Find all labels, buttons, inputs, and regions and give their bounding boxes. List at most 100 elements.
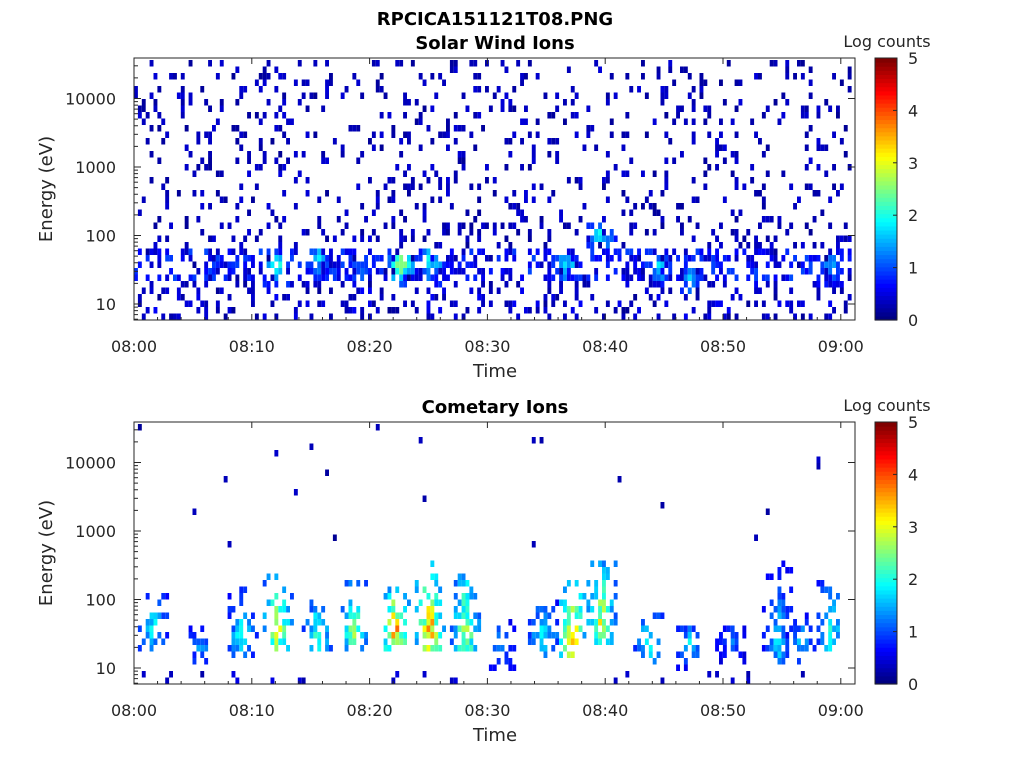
spectrogram-cell	[687, 73, 692, 80]
colorbar-label: Log counts	[843, 396, 930, 415]
spectrogram-cell	[785, 651, 790, 658]
colorbar-step	[875, 589, 897, 595]
colorbar-step	[875, 450, 897, 456]
spectrogram-cell	[157, 86, 162, 93]
spectrogram-cell	[418, 73, 423, 80]
spectrogram-cell	[555, 151, 560, 158]
spectrogram-cell	[527, 261, 532, 268]
spectrogram-cell	[758, 138, 762, 145]
spectrogram-cell	[730, 632, 735, 639]
spectrogram-cell	[473, 144, 478, 151]
spectrogram-cell	[605, 196, 610, 203]
spectrogram-cell	[832, 625, 836, 632]
spectrogram-cell	[469, 645, 474, 652]
spectrogram-cell	[664, 248, 669, 255]
spectrogram-cell	[730, 118, 735, 125]
spectrogram-cell	[773, 651, 778, 658]
spectrogram-cell	[399, 229, 404, 236]
spectrogram-cell	[262, 79, 267, 86]
spectrogram-cell	[332, 138, 337, 145]
spectrogram-cell	[691, 118, 696, 125]
spectrogram-cell	[644, 248, 649, 255]
spectrogram-cell	[254, 164, 259, 171]
spectrogram-cell	[141, 105, 146, 112]
spectrogram-cell	[555, 638, 560, 645]
spectrogram-cell	[426, 268, 431, 275]
spectrogram-cell	[781, 92, 786, 99]
spectrogram-cell	[734, 248, 739, 255]
spectrogram-cell	[832, 287, 836, 294]
spectrogram-cell	[543, 612, 548, 619]
spectrogram-cell	[418, 144, 423, 151]
spectrogram-cell	[773, 625, 778, 632]
spectrogram-cell	[208, 105, 212, 112]
colorbar-step	[875, 581, 897, 587]
spectrogram-cell	[176, 274, 181, 281]
spectrogram-cell	[668, 138, 673, 145]
spectrogram-cell	[715, 638, 719, 645]
spectrogram-cell	[348, 638, 353, 645]
spectrogram-cell	[465, 638, 470, 645]
spectrogram-cell	[816, 281, 821, 288]
spectrogram-cell	[602, 248, 606, 255]
spectrogram-cell	[602, 586, 606, 593]
colorbar	[875, 422, 897, 685]
spectrogram-cell	[305, 300, 310, 307]
spectrogram-cell	[453, 177, 458, 184]
spectrogram-cell	[477, 196, 482, 203]
spectrogram-cell	[644, 287, 649, 294]
spectrogram-cell	[512, 248, 517, 255]
spectrogram-cell	[223, 196, 228, 203]
spectrogram-cell	[777, 645, 782, 652]
spectrogram-cell	[800, 671, 805, 678]
spectrogram-cell	[379, 144, 384, 151]
spectrogram-cell	[430, 619, 435, 626]
spectrogram-cell	[797, 638, 801, 645]
spectrogram-cell	[711, 300, 716, 307]
spectrogram-cell	[621, 144, 626, 151]
spectrogram-cell	[824, 274, 829, 281]
colorbar-step	[875, 180, 897, 186]
spectrogram-cell	[715, 645, 719, 652]
spectrogram-cell	[570, 632, 575, 639]
spectrogram-cell	[403, 281, 407, 288]
spectrogram-cell	[278, 261, 283, 268]
spectrogram-cell	[356, 157, 361, 164]
spectrogram-cell	[293, 79, 298, 86]
spectrogram-cell	[344, 612, 349, 619]
spectrogram-cell	[836, 632, 840, 639]
spectrogram-cell	[227, 261, 232, 268]
spectrogram-cell	[375, 268, 380, 275]
spectrogram-cell	[286, 281, 290, 288]
spectrogram-cell	[680, 66, 684, 73]
colorbar-step	[875, 258, 897, 264]
spectrogram-cell	[578, 177, 583, 184]
spectrogram-cell	[524, 73, 528, 80]
spectrogram-cell	[399, 274, 404, 281]
y-tick-label: 10000	[65, 454, 116, 473]
spectrogram-cell	[524, 118, 528, 125]
spectrogram-cell	[137, 261, 142, 268]
spectrogram-cell	[243, 255, 248, 262]
spectrogram-cell	[543, 651, 548, 658]
spectrogram-cell	[839, 235, 844, 242]
spectrogram-cell	[481, 248, 485, 255]
spectrogram-cell	[672, 118, 677, 125]
spectrogram-cell	[176, 294, 181, 301]
spectrogram-cell	[434, 274, 439, 281]
spectrogram-cell	[629, 157, 634, 164]
spectrogram-cell	[149, 287, 154, 294]
spectrogram-cell	[403, 593, 407, 600]
spectrogram-cell	[773, 645, 778, 652]
spectrogram-cell	[239, 144, 244, 151]
colorbar-step	[875, 655, 897, 661]
spectrogram-cell	[286, 619, 290, 626]
spectrogram-cell	[719, 118, 723, 125]
spectrogram-cell	[808, 313, 813, 320]
spectrogram-cell	[453, 255, 458, 262]
spectrogram-cell	[586, 281, 591, 288]
spectrogram-cell	[765, 144, 770, 151]
spectrogram-cell	[290, 118, 294, 125]
spectrogram-cell	[305, 287, 310, 294]
spectrogram-cell	[485, 164, 489, 171]
